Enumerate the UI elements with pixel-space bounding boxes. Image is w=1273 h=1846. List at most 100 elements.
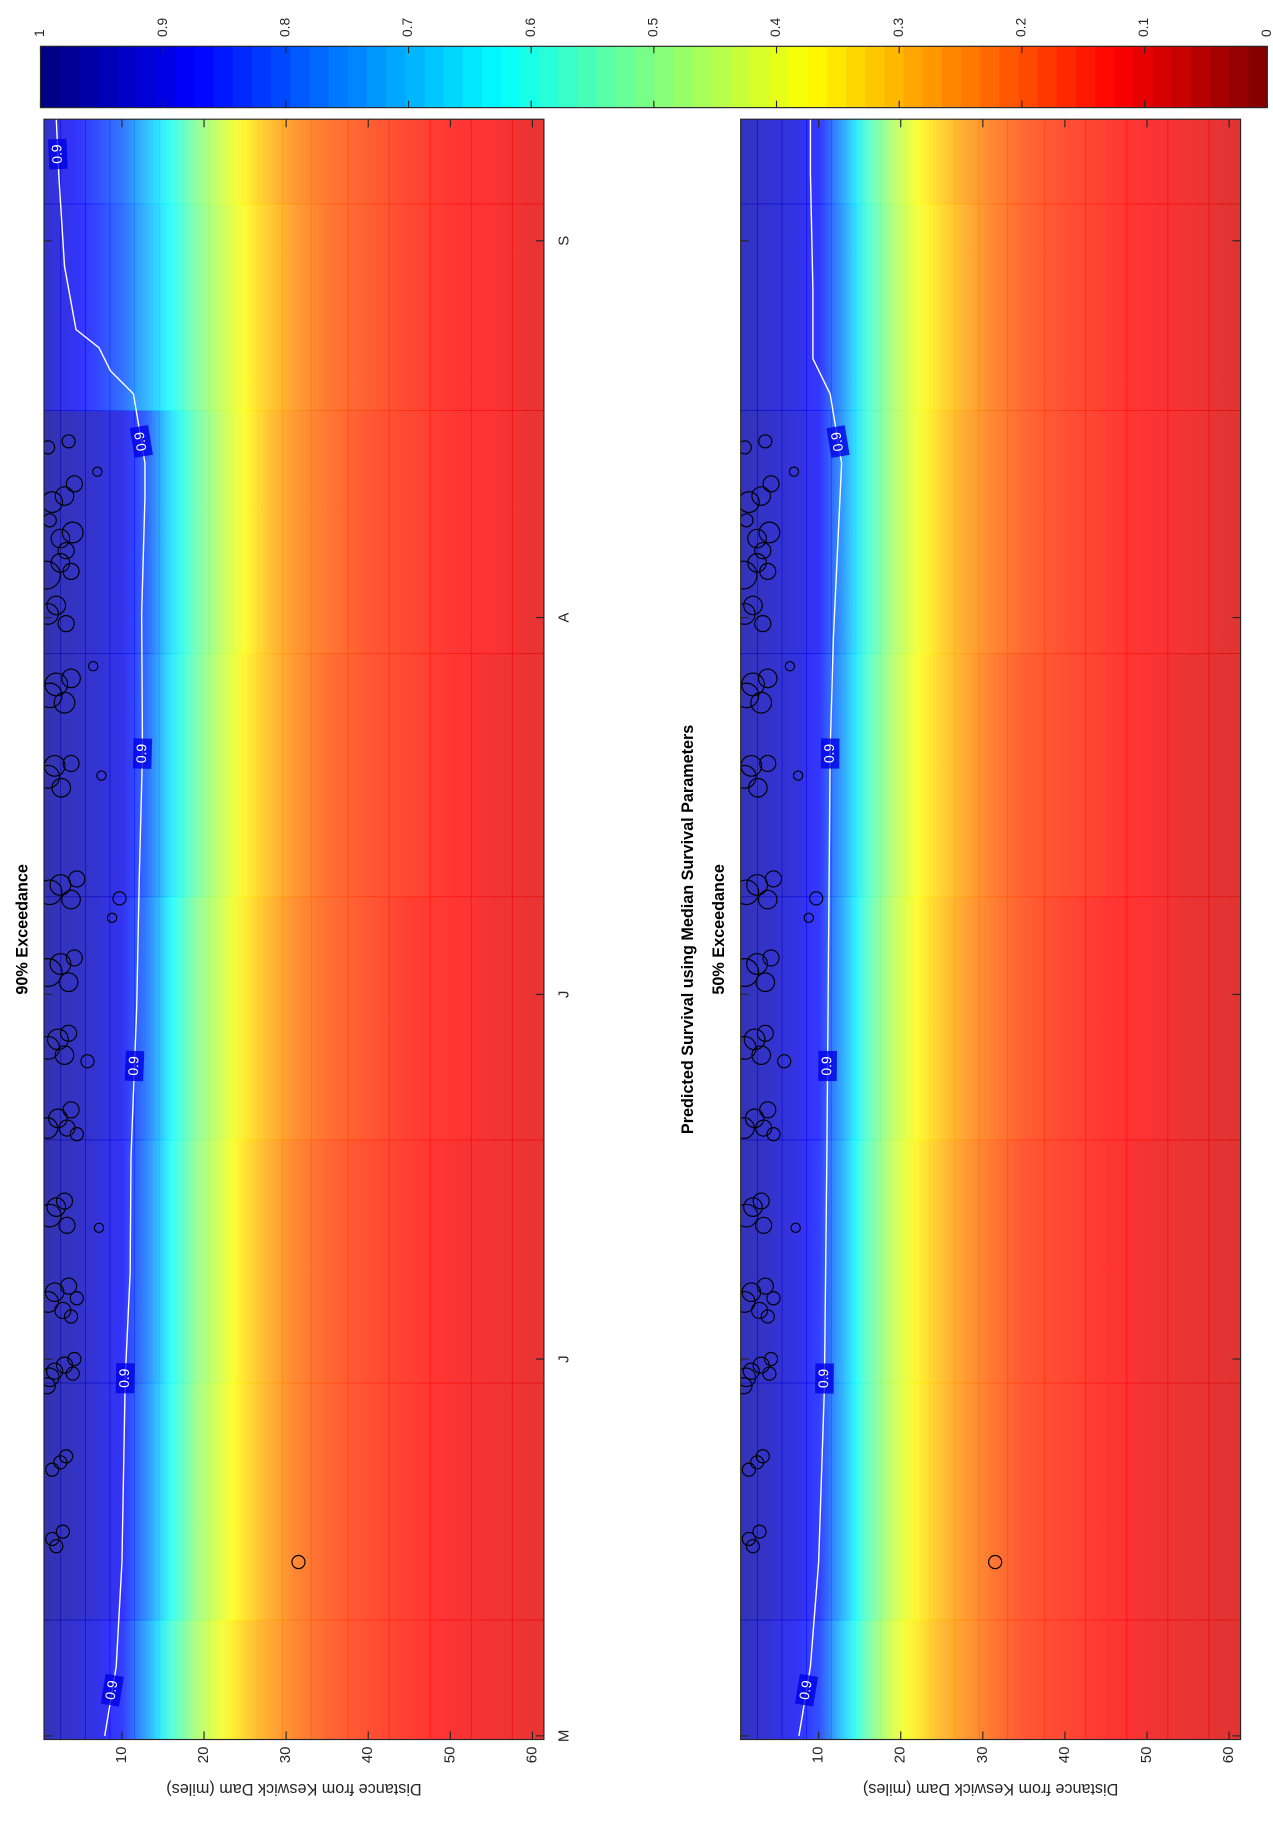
heatmap-cell bbox=[347, 1382, 390, 1621]
heatmap-cell bbox=[1167, 896, 1210, 1141]
heatmap-cell bbox=[830, 119, 857, 205]
contour-label-background bbox=[815, 1363, 834, 1394]
y-tick-label: 50 bbox=[441, 1746, 458, 1763]
y-tick-label: 10 bbox=[113, 1746, 130, 1763]
colorbar-swatch bbox=[1152, 46, 1172, 108]
heatmap-cell bbox=[929, 896, 955, 1141]
scatter-point bbox=[759, 754, 777, 773]
contour-label-background bbox=[115, 1363, 135, 1394]
heatmap-cell bbox=[1208, 896, 1241, 1141]
contour-label: 0.9 bbox=[815, 1368, 831, 1388]
heatmap-cell bbox=[978, 653, 1009, 898]
colorbar-swatch bbox=[1248, 46, 1268, 108]
scatter-point bbox=[740, 513, 754, 528]
heatmap-cell bbox=[134, 1139, 160, 1384]
heatmap-cell bbox=[85, 896, 111, 1141]
heatmap-cell bbox=[257, 1139, 283, 1384]
heatmap-cell bbox=[757, 1382, 783, 1621]
heatmap-cell bbox=[880, 653, 906, 898]
heatmap-cell bbox=[257, 1382, 283, 1621]
scatter-point bbox=[746, 953, 769, 975]
colorbar-swatch bbox=[1171, 46, 1192, 108]
scatter-point bbox=[57, 542, 75, 560]
scatter-point bbox=[43, 879, 63, 906]
heatmap-cell bbox=[85, 1619, 111, 1740]
heatmap-cell bbox=[470, 653, 513, 898]
heatmap-cell bbox=[43, 1139, 62, 1384]
heatmap-cell bbox=[806, 203, 832, 411]
colorbar-swatch bbox=[960, 46, 981, 108]
scatter-point bbox=[740, 764, 757, 789]
heatmap-cell bbox=[781, 410, 808, 655]
heatmap-cell bbox=[310, 653, 349, 898]
heatmap-cell bbox=[781, 1139, 808, 1384]
colorbar-swatch bbox=[59, 46, 80, 108]
heatmap-cell bbox=[880, 1619, 906, 1740]
scatter-point bbox=[48, 1108, 68, 1129]
heatmap-cell bbox=[85, 1382, 111, 1621]
scatter-point bbox=[755, 972, 776, 993]
colorbar-swatch bbox=[1037, 46, 1057, 108]
contour-label: 0.9 bbox=[131, 431, 150, 453]
heatmap-cell bbox=[208, 896, 234, 1141]
scatter-point bbox=[760, 1309, 775, 1324]
heatmap-cell bbox=[806, 119, 832, 205]
contour-label: 0.9 bbox=[796, 1679, 815, 1701]
heatmap-cell bbox=[757, 653, 783, 898]
heatmap-cell bbox=[1085, 410, 1128, 655]
heatmap-cell bbox=[134, 203, 160, 411]
heatmap-cell bbox=[310, 1139, 349, 1384]
heatmap-cell bbox=[158, 896, 185, 1141]
heatmap-cell bbox=[511, 1382, 544, 1621]
heatmap-cell bbox=[978, 410, 1009, 655]
colorbar-swatch bbox=[155, 46, 176, 108]
heatmap-cell bbox=[855, 410, 881, 655]
colorbar-swatch bbox=[251, 46, 272, 108]
scatter-point bbox=[62, 1101, 80, 1119]
scatter-point bbox=[740, 879, 760, 906]
heatmap-cell bbox=[1007, 119, 1046, 205]
heatmap-cell bbox=[1085, 1139, 1128, 1384]
heatmap-cell bbox=[1208, 1382, 1241, 1621]
scatter-point bbox=[747, 553, 767, 573]
heatmap-cell bbox=[470, 203, 513, 411]
heatmap-cell bbox=[347, 1139, 390, 1384]
heatmap-cell bbox=[158, 203, 185, 411]
heatmap-cell bbox=[232, 119, 259, 205]
colorbar-tick-label: 0.6 bbox=[522, 17, 538, 37]
heatmap-cell bbox=[978, 1619, 1009, 1740]
colorbar-swatch bbox=[538, 46, 559, 108]
scatter-point bbox=[741, 1531, 756, 1547]
contour-label: 0.9 bbox=[133, 743, 149, 763]
contour-label-background bbox=[132, 738, 153, 769]
scatter-point bbox=[43, 1290, 60, 1313]
heatmap-cell bbox=[1007, 653, 1046, 898]
colorbar-swatch bbox=[903, 46, 923, 108]
heatmap-cell bbox=[1167, 1139, 1210, 1384]
heatmap-cell bbox=[85, 119, 111, 205]
heatmap-cell bbox=[282, 1619, 312, 1740]
y-tick-label: 10 bbox=[810, 1746, 827, 1763]
scatter-point bbox=[112, 891, 127, 906]
scatter-point bbox=[50, 528, 71, 549]
heatmap-cell bbox=[470, 119, 513, 205]
heatmap-cell bbox=[470, 896, 513, 1141]
heatmap-cell bbox=[1007, 203, 1046, 411]
heatmap-cell bbox=[310, 896, 349, 1141]
heatmap-cell bbox=[757, 1619, 783, 1740]
scatter-point bbox=[777, 1054, 792, 1069]
scatter-point bbox=[756, 1277, 774, 1295]
heatmap-cell bbox=[1208, 1619, 1241, 1740]
scatter-point bbox=[988, 1554, 1003, 1570]
scatter-point bbox=[751, 1045, 772, 1066]
heatmap-cell bbox=[1126, 896, 1169, 1141]
scatter-point bbox=[803, 912, 814, 924]
contour-label-group: 0.9 bbox=[132, 738, 153, 769]
heatmap-cell bbox=[310, 1619, 349, 1740]
scatter-point bbox=[788, 466, 800, 477]
contour-label: 0.9 bbox=[116, 1368, 132, 1388]
heatmap-cell bbox=[347, 653, 390, 898]
scatter-point bbox=[61, 521, 84, 544]
colorbar-swatch bbox=[308, 46, 329, 108]
